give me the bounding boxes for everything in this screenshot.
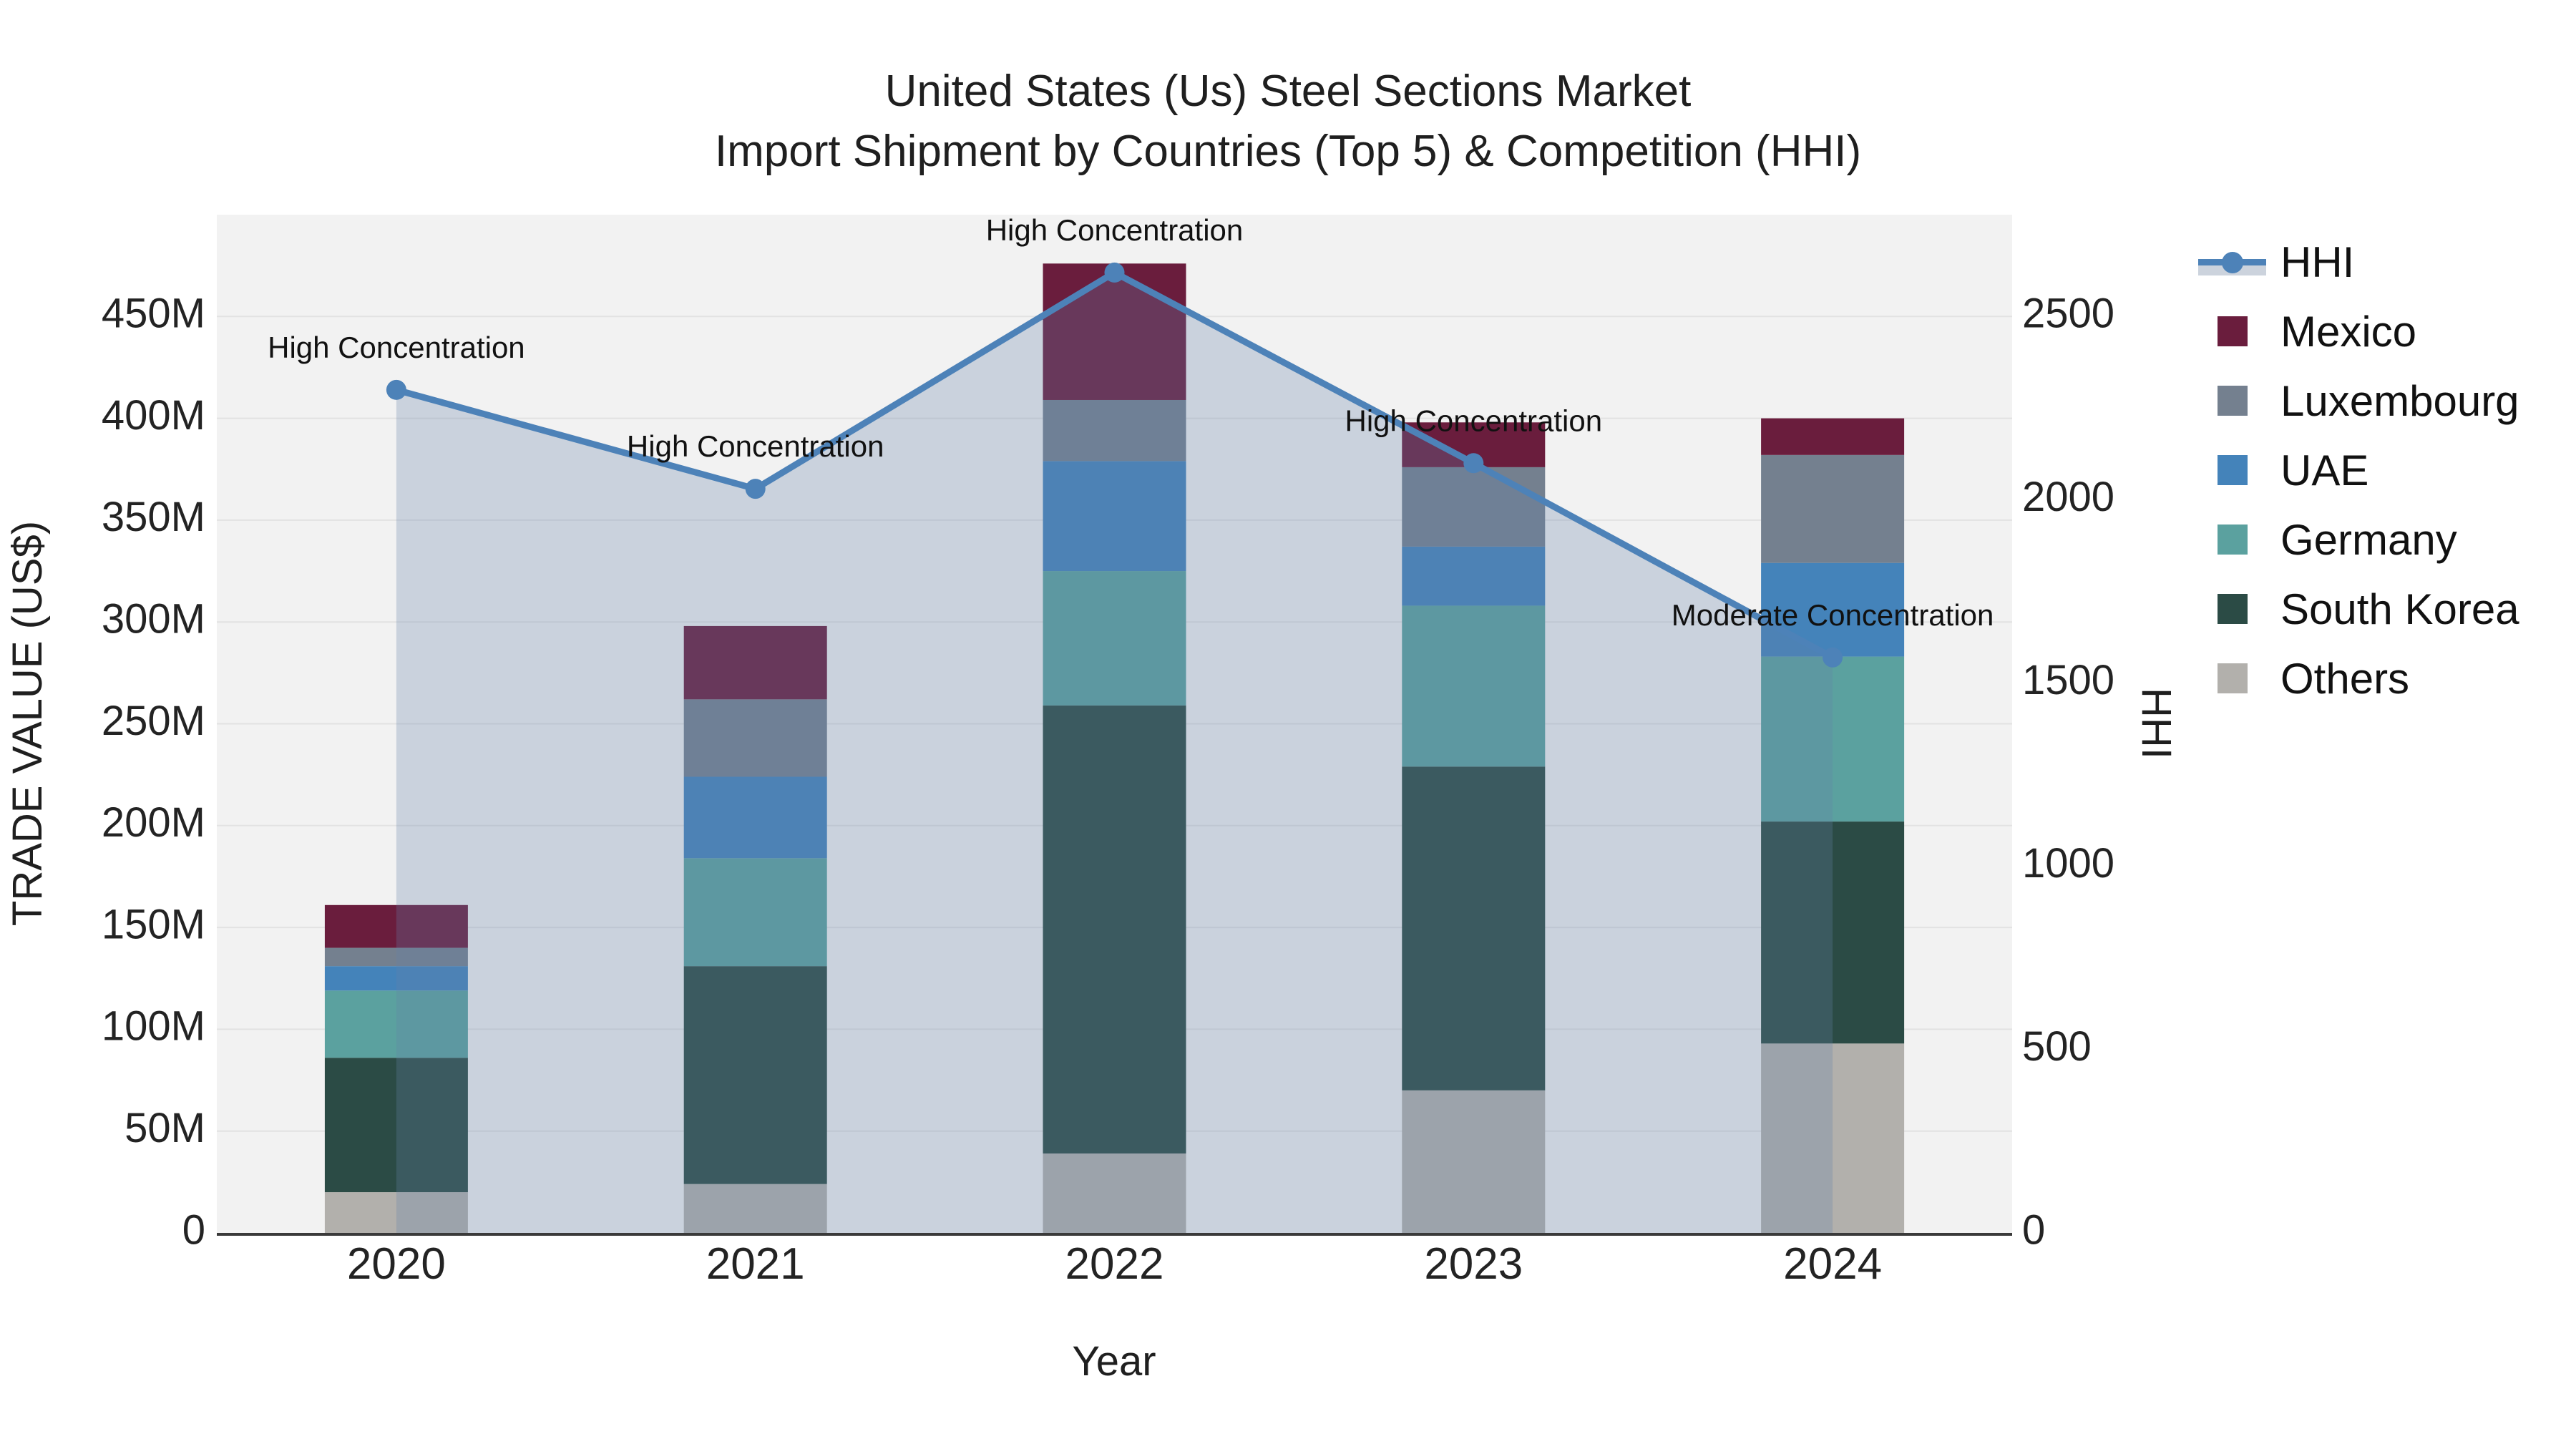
y-left-tick-150M: 150M bbox=[102, 901, 205, 947]
legend-label-germany: Germany bbox=[2280, 516, 2457, 564]
bar-segment-germany-2020[interactable] bbox=[324, 990, 468, 1058]
legend-item-germany[interactable]: Germany bbox=[2198, 505, 2519, 575]
x-tick-2023: 2023 bbox=[1424, 1239, 1523, 1289]
bar-segment-germany-2023[interactable] bbox=[1402, 605, 1546, 767]
bar-segment-south-korea-2020[interactable] bbox=[324, 1058, 468, 1193]
legend-color-square-luxembourg bbox=[2218, 386, 2248, 416]
y-right-tick-2000: 2000 bbox=[2022, 474, 2114, 520]
legend-color-square-others bbox=[2218, 663, 2248, 693]
legend-label-others: Others bbox=[2280, 655, 2410, 703]
bar-segment-others-2023[interactable] bbox=[1402, 1090, 1546, 1233]
bar-segment-mexico-2021[interactable] bbox=[683, 625, 827, 700]
bar-segment-south-korea-2021[interactable] bbox=[683, 966, 827, 1184]
legend-swatch-south-korea bbox=[2198, 575, 2266, 644]
bar-segment-luxembourg-2020[interactable] bbox=[324, 947, 468, 967]
y-left-tick-200M: 200M bbox=[102, 799, 205, 846]
bar-segment-luxembourg-2023[interactable] bbox=[1402, 467, 1546, 547]
legend-hhi-line-swatch-icon bbox=[2198, 228, 2266, 297]
legend-swatch-luxembourg bbox=[2198, 366, 2266, 436]
x-tick-2021: 2021 bbox=[706, 1239, 805, 1289]
legend-color-square-germany bbox=[2218, 525, 2248, 555]
legend-item-luxembourg[interactable]: Luxembourg bbox=[2198, 366, 2519, 436]
y-left-tick-450M: 450M bbox=[102, 291, 205, 337]
bar-segment-luxembourg-2021[interactable] bbox=[683, 699, 827, 777]
x-axis-title: Year bbox=[1072, 1338, 1156, 1385]
hhi-marker-2024[interactable] bbox=[1823, 647, 1843, 668]
annotation-2021: High Concentration bbox=[627, 429, 884, 463]
hhi-marker-2022[interactable] bbox=[1104, 262, 1125, 283]
bar-segment-south-korea-2024[interactable] bbox=[1761, 821, 1905, 1044]
bar-segment-luxembourg-2024[interactable] bbox=[1761, 454, 1905, 563]
bar-segment-others-2020[interactable] bbox=[324, 1192, 468, 1233]
bar-segment-uae-2022[interactable] bbox=[1043, 461, 1186, 572]
bar-segment-mexico-2020[interactable] bbox=[324, 904, 468, 948]
legend-color-square-south-korea bbox=[2218, 594, 2248, 624]
legend-label-hhi: HHI bbox=[2280, 238, 2355, 286]
chart-title-line2: Import Shipment by Countries (Top 5) & C… bbox=[714, 127, 1862, 176]
legend-label-uae: UAE bbox=[2280, 447, 2369, 494]
bar-segment-others-2021[interactable] bbox=[683, 1184, 827, 1233]
hhi-marker-2020[interactable] bbox=[386, 379, 406, 400]
legend-color-square-mexico bbox=[2218, 316, 2248, 346]
legend-item-uae[interactable]: UAE bbox=[2198, 436, 2519, 505]
y-left-tick-400M: 400M bbox=[102, 392, 205, 439]
y-right-tick-1000: 1000 bbox=[2022, 840, 2114, 887]
legend-label-mexico: Mexico bbox=[2280, 308, 2417, 356]
legend: HHI Mexico Luxembourg UAE Germany South Korea… bbox=[2198, 228, 2519, 713]
bar-segment-luxembourg-2022[interactable] bbox=[1043, 399, 1186, 462]
annotation-2024: Moderate Concentration bbox=[1672, 598, 1994, 632]
bar-segment-south-korea-2023[interactable] bbox=[1402, 766, 1546, 1091]
y-left-tick-250M: 250M bbox=[102, 698, 205, 744]
y-axis-title-left: TRADE VALUE (US$) bbox=[4, 521, 51, 926]
legend-item-others[interactable]: Others bbox=[2198, 644, 2519, 713]
x-tick-2024: 2024 bbox=[1783, 1239, 1882, 1289]
y-axis-title-right: HHI bbox=[2133, 688, 2180, 759]
y-left-tick-50M: 50M bbox=[125, 1105, 205, 1151]
bar-segment-uae-2023[interactable] bbox=[1402, 546, 1546, 606]
x-tick-2020: 2020 bbox=[347, 1239, 446, 1289]
bar-segment-mexico-2024[interactable] bbox=[1761, 418, 1905, 455]
hhi-marker-2021[interactable] bbox=[745, 479, 766, 499]
y-left-tick-100M: 100M bbox=[102, 1003, 205, 1050]
y-left-tick-350M: 350M bbox=[102, 494, 205, 540]
legend-item-hhi[interactable]: HHI bbox=[2198, 228, 2519, 297]
bar-segment-germany-2022[interactable] bbox=[1043, 571, 1186, 706]
y-left-tick-0: 0 bbox=[182, 1206, 205, 1253]
bar-segment-germany-2024[interactable] bbox=[1761, 656, 1905, 822]
chart-title-line1: United States (Us) Steel Sections Market bbox=[884, 67, 1692, 116]
annotation-2020: High Concentration bbox=[268, 331, 525, 364]
y-left-tick-300M: 300M bbox=[102, 596, 205, 643]
legend-color-square-uae bbox=[2218, 455, 2248, 485]
y-right-tick-500: 500 bbox=[2022, 1023, 2092, 1070]
bar-segment-uae-2021[interactable] bbox=[683, 776, 827, 859]
legend-swatch-mexico bbox=[2198, 297, 2266, 366]
y-right-tick-1500: 1500 bbox=[2022, 657, 2114, 703]
legend-hhi-marker-dot bbox=[2222, 252, 2243, 273]
legend-item-mexico[interactable]: Mexico bbox=[2198, 297, 2519, 366]
hhi-marker-2023[interactable] bbox=[1463, 453, 1484, 474]
bar-segment-others-2022[interactable] bbox=[1043, 1153, 1186, 1233]
x-tick-2022: 2022 bbox=[1065, 1239, 1164, 1289]
annotation-2022: High Concentration bbox=[986, 213, 1244, 247]
annotation-2023: High Concentration bbox=[1345, 404, 1603, 437]
legend-swatch-uae bbox=[2198, 436, 2266, 505]
bar-segment-mexico-2022[interactable] bbox=[1043, 263, 1186, 400]
legend-label-south-korea: South Korea bbox=[2280, 585, 2519, 633]
bar-segment-uae-2024[interactable] bbox=[1761, 562, 1905, 657]
hhi-area-fill bbox=[396, 272, 1833, 1233]
bar-segment-south-korea-2022[interactable] bbox=[1043, 705, 1186, 1154]
legend-swatch-others bbox=[2198, 644, 2266, 713]
y-right-tick-0: 0 bbox=[2022, 1206, 2045, 1253]
y-right-tick-2500: 2500 bbox=[2022, 291, 2114, 337]
legend-item-south-korea[interactable]: South Korea bbox=[2198, 575, 2519, 644]
bar-segment-uae-2020[interactable] bbox=[324, 966, 468, 991]
plot-marks: High Concentration High Concentration High… bbox=[102, 213, 2114, 1289]
legend-label-luxembourg: Luxembourg bbox=[2280, 377, 2519, 425]
legend-swatch-germany bbox=[2198, 505, 2266, 575]
bar-segment-others-2024[interactable] bbox=[1761, 1043, 1905, 1233]
bar-segment-germany-2021[interactable] bbox=[683, 858, 827, 967]
